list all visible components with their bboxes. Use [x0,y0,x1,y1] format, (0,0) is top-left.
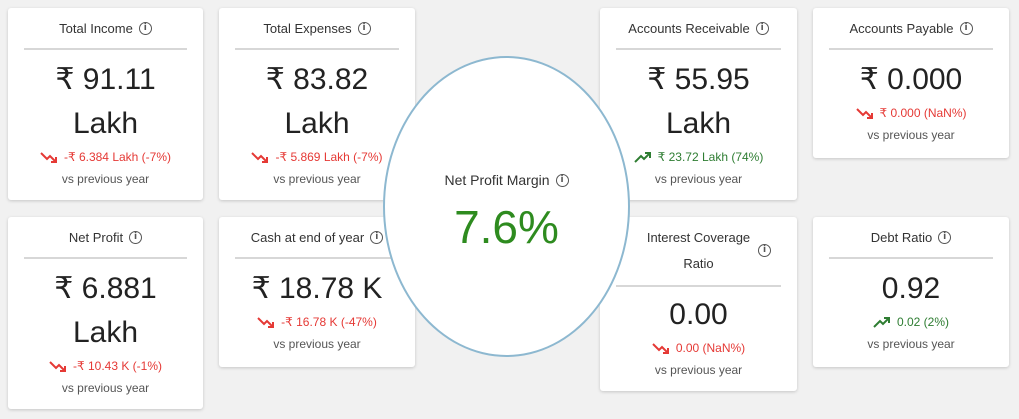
info-icon[interactable]: i [959,21,973,35]
change-text: -₹ 5.869 Lakh (-7%) [275,150,383,164]
card-total-income: Total Income i ₹ 91.11 Lakh -₹ 6.384 Lak… [8,8,203,200]
card-title-text: Cash at end of year [250,229,365,245]
comparison-label: vs previous year [867,128,955,142]
comparison-label: vs previous year [61,381,150,395]
change-indicator: ₹ 0.000 (NaN%) [813,106,1009,120]
trending-down-icon [40,151,58,163]
card-title-text: Net Profit [68,229,124,245]
divider [24,257,187,259]
divider [24,48,187,50]
trending-up-icon [633,151,652,163]
title-line-1: Interest Coverage [646,230,751,245]
change-indicator: -₹ 16.78 K (-47%) [219,315,415,329]
comparison-label: vs previous year [654,363,743,377]
trending-down-icon [257,316,275,328]
card-title-text: Accounts Receivable [628,20,750,36]
card-total-expenses: Total Expenses i ₹ 83.82 Lakh -₹ 5.869 L… [219,8,415,200]
change-indicator: -₹ 10.43 K (-1%) [8,359,203,373]
card-value: 0.92 [813,267,1009,311]
card-title: Total Income i [8,8,203,48]
change-indicator: 0.00 (NaN%) [600,341,797,355]
change-text: -₹ 10.43 K (-1%) [73,359,162,373]
trending-down-icon [855,107,874,119]
card-title: Net Profit Margin i [385,172,628,188]
divider [829,257,993,259]
card-value: ₹ 83.82 Lakh [219,58,415,146]
divider [829,48,993,50]
card-title-text: Total Income [59,20,133,36]
trending-down-icon [251,151,269,163]
card-accounts-payable: Accounts Payable i ₹ 0.000 ₹ 0.000 (NaN%… [813,8,1009,158]
value-amount: ₹ 6.881 [54,272,157,305]
card-title-text: Net Profit Margin [444,172,550,188]
card-title-text: Accounts Payable [849,20,954,36]
info-icon[interactable]: i [370,230,384,244]
divider [616,285,781,287]
trending-down-icon [652,342,670,354]
change-text: -₹ 6.384 Lakh (-7%) [63,150,171,164]
info-icon[interactable]: i [555,173,569,187]
comparison-label: vs previous year [61,172,150,186]
card-title: Cash at end of year i [219,217,415,257]
info-icon[interactable]: i [758,244,771,257]
card-title: Interest Coverage Ratio i [600,217,797,285]
value-amount: ₹ 0.000 [859,63,963,96]
info-icon[interactable]: i [138,21,152,35]
title-line-2: Ratio [683,256,714,271]
value-amount: 0.92 [881,272,941,305]
info-icon[interactable]: i [129,230,143,244]
value-amount: ₹ 18.78 K [251,272,383,305]
value-amount: ₹ 55.95 [647,63,750,96]
card-value: ₹ 0.000 [813,58,1009,102]
change-indicator: -₹ 5.869 Lakh (-7%) [219,150,415,164]
card-value: ₹ 55.95 Lakh [600,58,797,146]
value-amount: ₹ 91.11 [55,63,156,96]
change-indicator: ₹ 23.72 Lakh (74%) [600,150,797,164]
change-indicator: -₹ 6.384 Lakh (-7%) [8,150,203,164]
card-title-text: Total Expenses [263,20,352,36]
card-title: Net Profit i [8,217,203,257]
value-unit: Lakh [665,107,732,140]
change-text: 0.00 (NaN%) [675,341,746,355]
change-indicator: 0.02 (2%) [813,315,1009,329]
card-title-text: Debt Ratio [870,229,933,245]
net-profit-margin-card: Net Profit Margin i 7.6% [383,56,630,357]
comparison-label: vs previous year [273,172,361,186]
card-value: ₹ 6.881 Lakh [8,267,203,355]
divider [616,48,781,50]
card-value: ₹ 18.78 K [219,267,415,311]
value-unit: Lakh [72,107,139,140]
card-interest-coverage-ratio: Interest Coverage Ratio i 0.00 0.00 (NaN… [600,217,797,391]
card-value: ₹ 91.11 Lakh [8,58,203,146]
net-profit-margin-value: 7.6% [454,201,559,253]
card-title-text: Interest Coverage Ratio [624,225,774,277]
comparison-label: vs previous year [273,337,361,351]
change-text: -₹ 16.78 K (-47%) [281,315,377,329]
info-icon[interactable]: i [938,230,952,244]
card-title: Total Expenses i [219,8,415,48]
value-unit: Lakh [72,316,139,349]
value-unit: Lakh [284,107,350,140]
card-debt-ratio: Debt Ratio i 0.92 0.02 (2%) vs previous … [813,217,1009,367]
change-text: ₹ 23.72 Lakh (74%) [657,150,764,164]
card-title: Accounts Payable i [813,8,1009,48]
card-cash-end-of-year: Cash at end of year i ₹ 18.78 K -₹ 16.78… [219,217,415,367]
value-amount: ₹ 83.82 [265,63,369,96]
info-icon[interactable]: i [755,21,769,35]
divider [235,48,399,50]
divider [235,257,399,259]
comparison-label: vs previous year [867,337,955,351]
card-value: 0.00 [600,293,797,337]
trending-up-icon [873,316,891,328]
comparison-label: vs previous year [654,172,743,186]
card-accounts-receivable: Accounts Receivable i ₹ 55.95 Lakh ₹ 23.… [600,8,797,200]
card-title: Debt Ratio i [813,217,1009,257]
info-icon[interactable]: i [357,21,371,35]
card-net-profit: Net Profit i ₹ 6.881 Lakh -₹ 10.43 K (-1… [8,217,203,409]
change-text: ₹ 0.000 (NaN%) [879,106,967,120]
trending-down-icon [49,360,67,372]
change-text: 0.02 (2%) [896,315,950,329]
card-title: Accounts Receivable i [600,8,797,48]
value-amount: 0.00 [669,298,728,331]
